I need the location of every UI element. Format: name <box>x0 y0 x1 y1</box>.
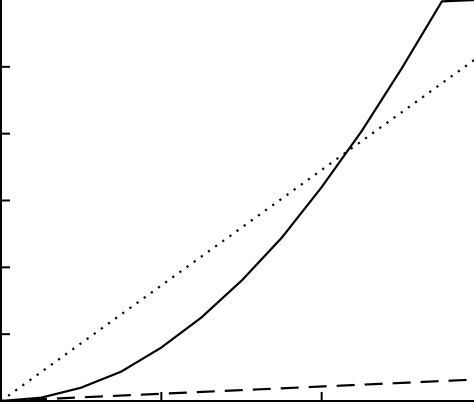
axis-ticks <box>1 65 323 401</box>
series-dashed-line <box>0 378 474 402</box>
series-dotted-line <box>0 59 474 402</box>
